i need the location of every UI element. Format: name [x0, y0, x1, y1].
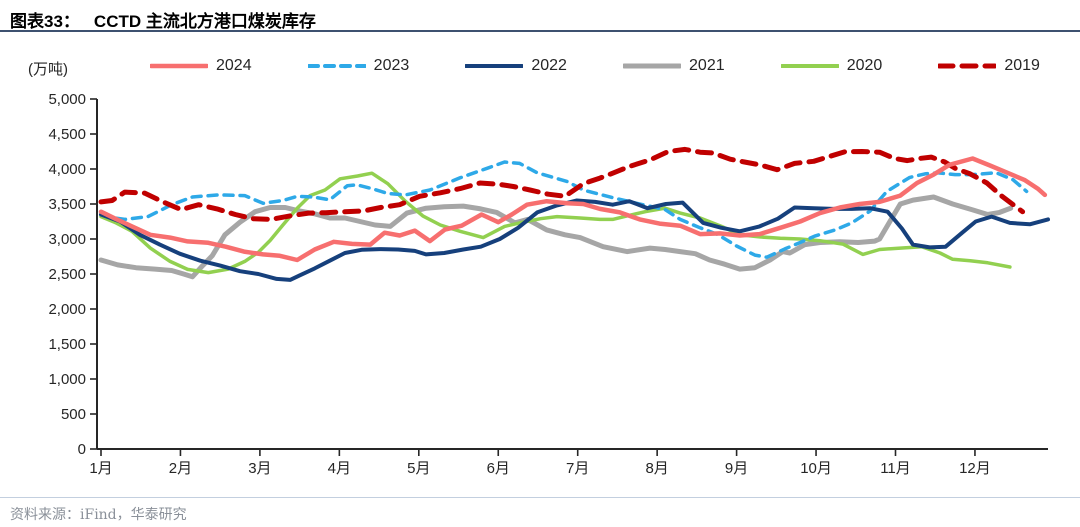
- series-line-2020: [99, 171, 1012, 275]
- y-tick-label: 500: [61, 406, 86, 423]
- x-tick-label: 5月: [407, 460, 430, 477]
- y-tick-label: 3,500: [48, 196, 86, 213]
- legend-swatch-2024: [150, 63, 208, 69]
- legend-item-2023: 2023: [307, 57, 410, 75]
- footer-divider: [0, 497, 1080, 498]
- x-tick-label: 1月: [89, 460, 112, 477]
- legend-swatch-2020: [780, 64, 839, 68]
- figure-title: 图表33： CCTD 主流北方港口煤炭库存: [10, 7, 316, 32]
- legend-item-2022: 2022: [465, 57, 567, 75]
- legend-swatch-2019: [938, 63, 997, 69]
- legend-swatch-2023: [307, 64, 366, 68]
- series-line-2021: [98, 194, 1014, 280]
- legend-label-2022: 2022: [531, 57, 567, 74]
- figure-label: 图表33：: [10, 12, 80, 31]
- chart-legend: 2024 2023 2022 2021 2020 2019: [150, 52, 1040, 80]
- source-text: 资料来源：iFind，华泰研究: [10, 507, 187, 523]
- x-tick-label: 10月: [800, 460, 832, 477]
- x-axis: 1月 2月 3月 4月 5月 6月 7月 8月 9月 10月 11月 12月: [89, 448, 1048, 477]
- series-line-2019: [98, 146, 1026, 222]
- x-tick-label: 6月: [487, 460, 510, 477]
- y-tick-label: 1,000: [48, 371, 86, 388]
- x-tick-label: 4月: [328, 460, 351, 477]
- y-tick-label: 5,000: [48, 91, 86, 108]
- page-title: CCTD 主流北方港口煤炭库存: [93, 12, 316, 31]
- legend-label-2019: 2019: [1004, 57, 1040, 74]
- y-tick-label: 0: [78, 441, 86, 458]
- series-line-2024: [98, 156, 1048, 263]
- x-tick-label: 9月: [725, 460, 748, 477]
- series-line-2023: [99, 160, 1029, 259]
- y-tick-label: 4,500: [48, 126, 86, 143]
- x-tick-label: 12月: [959, 460, 991, 477]
- series-line-2022: [99, 198, 1050, 282]
- title-underline: [0, 30, 1080, 32]
- y-tick-label: 3,000: [48, 231, 86, 248]
- x-tick-label: 7月: [566, 460, 589, 477]
- legend-label-2024: 2024: [216, 57, 252, 74]
- x-tick-label: 3月: [248, 460, 271, 477]
- y-tick-label: 2,500: [48, 266, 86, 283]
- legend-label-2021: 2021: [689, 57, 725, 74]
- y-axis: 0 500 1,000 1,500 2,000 2,500 3,000 3,500 4,000 4…: [48, 91, 98, 458]
- x-tick-label: 8月: [645, 460, 668, 477]
- legend-item-2024: 2024: [150, 57, 252, 75]
- legend-label-2020: 2020: [846, 57, 883, 74]
- legend-swatch-2022: [465, 64, 524, 68]
- legend-label-2023: 2023: [373, 57, 410, 74]
- y-axis-unit-label: (万吨): [28, 61, 68, 78]
- legend-swatch-2021: [623, 63, 682, 69]
- x-tick-label: 11月: [880, 460, 911, 477]
- x-tick-label: 2月: [169, 460, 192, 477]
- y-tick-label: 2,000: [48, 301, 86, 318]
- legend-item-2019: 2019: [938, 57, 1040, 75]
- y-tick-label: 4,000: [48, 161, 86, 178]
- y-tick-label: 1,500: [48, 336, 86, 353]
- legend-item-2021: 2021: [623, 57, 725, 75]
- legend-item-2020: 2020: [780, 57, 883, 75]
